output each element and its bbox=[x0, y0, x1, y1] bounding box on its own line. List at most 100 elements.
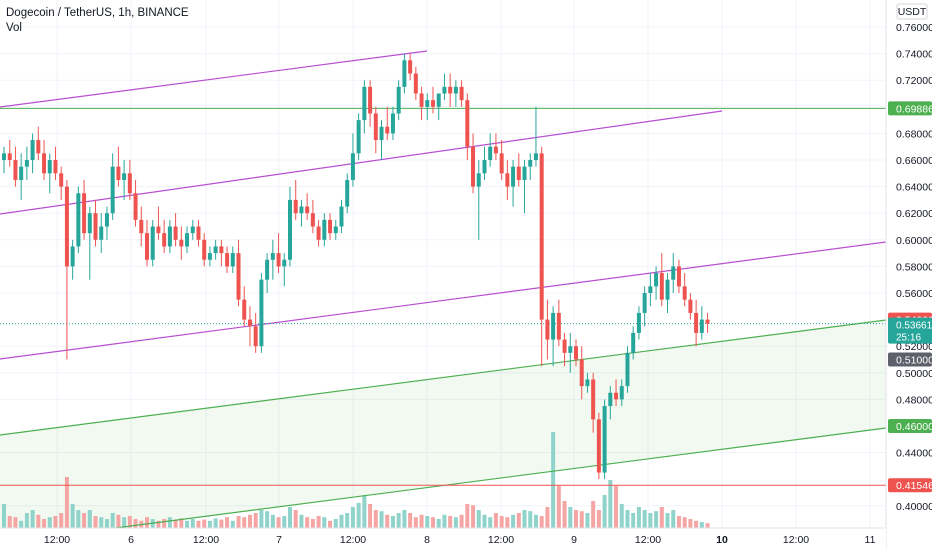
volume-bar bbox=[104, 519, 109, 528]
chart-legend: Dogecoin / TetherUS, 1h, BINANCE Vol bbox=[6, 6, 189, 36]
pivot-tag[interactable] bbox=[888, 352, 932, 367]
candle-body bbox=[133, 193, 138, 220]
price-tick: 0.60000 bbox=[896, 235, 932, 247]
candle-body bbox=[19, 166, 24, 180]
volume-bar bbox=[13, 517, 18, 528]
candle-body bbox=[568, 346, 573, 353]
volume-bar bbox=[390, 516, 395, 528]
volume-bar bbox=[522, 510, 527, 528]
time-axis-bg bbox=[0, 528, 886, 550]
volume-bar bbox=[293, 510, 298, 528]
volume-bar bbox=[499, 516, 504, 528]
candle-body bbox=[591, 379, 596, 420]
purple-channel-top[interactable] bbox=[0, 50, 428, 108]
support-tag[interactable] bbox=[888, 478, 932, 493]
candle-body bbox=[305, 206, 310, 214]
volume-label[interactable]: Vol bbox=[6, 22, 22, 34]
volume-bar bbox=[425, 516, 430, 528]
candle-body bbox=[230, 253, 235, 267]
candle-body bbox=[688, 299, 693, 313]
volume-bar bbox=[133, 519, 138, 528]
price-tick: 0.58000 bbox=[896, 261, 932, 273]
volume-bar bbox=[76, 510, 81, 528]
volume-bar bbox=[705, 523, 710, 528]
volume-bar bbox=[636, 507, 641, 528]
candle-body bbox=[236, 253, 241, 300]
last-price-tag[interactable] bbox=[888, 317, 932, 344]
candle-body bbox=[499, 153, 504, 174]
volume-bar bbox=[230, 520, 235, 528]
candle-body bbox=[145, 233, 149, 260]
candle-body bbox=[299, 206, 304, 214]
candle-body bbox=[516, 166, 521, 180]
candle-body bbox=[402, 60, 407, 87]
candle-body bbox=[339, 206, 344, 227]
candle-body bbox=[53, 160, 58, 174]
price-axis-bg bbox=[886, 0, 932, 550]
volume-bar bbox=[259, 510, 264, 528]
candle-body bbox=[654, 273, 659, 287]
candle-body bbox=[13, 160, 18, 180]
candle-body bbox=[225, 253, 230, 267]
volume-bar bbox=[328, 520, 333, 528]
currency-badge[interactable] bbox=[896, 3, 928, 20]
price-tick: 0.44000 bbox=[896, 448, 932, 460]
volume-bar bbox=[516, 513, 521, 528]
volume-bar bbox=[345, 513, 350, 528]
volume-bar bbox=[310, 519, 315, 528]
volume-bar bbox=[270, 514, 275, 528]
currency-label: USDT bbox=[898, 6, 927, 18]
candle-body bbox=[104, 213, 109, 227]
chart-grid bbox=[0, 0, 886, 528]
volume-bar bbox=[682, 517, 687, 528]
candle-body bbox=[190, 226, 195, 234]
purple-channel-mid[interactable] bbox=[0, 110, 723, 215]
volume-bar bbox=[574, 510, 578, 528]
volume-bar bbox=[110, 513, 115, 528]
volume-bar bbox=[631, 513, 636, 528]
volume-bar bbox=[93, 516, 98, 528]
volume-bar bbox=[545, 507, 550, 528]
symbol-title[interactable]: Dogecoin / TetherUS, 1h, BINANCE bbox=[6, 7, 189, 19]
candle-body bbox=[602, 406, 607, 473]
volume-bar bbox=[53, 516, 58, 528]
trend-lines[interactable] bbox=[0, 50, 887, 544]
volume-bar bbox=[648, 513, 653, 528]
volume-bar bbox=[322, 517, 327, 528]
volume-bar bbox=[282, 516, 287, 528]
volume-bar bbox=[431, 517, 435, 528]
resistance-tag[interactable] bbox=[888, 101, 932, 116]
volume-bar bbox=[162, 519, 167, 528]
candle-body bbox=[310, 213, 315, 227]
green-channel-top[interactable] bbox=[0, 319, 887, 436]
volume-bar bbox=[551, 432, 556, 528]
channel-fill bbox=[0, 320, 886, 543]
volume-bar bbox=[402, 510, 407, 528]
candle-body bbox=[545, 319, 550, 340]
volume-bar bbox=[2, 504, 6, 528]
volume-bar bbox=[619, 504, 624, 528]
volume-bar bbox=[373, 510, 378, 528]
candle-body bbox=[185, 233, 190, 247]
candle-body bbox=[207, 253, 212, 260]
candle-body bbox=[694, 312, 699, 333]
candle-body bbox=[219, 246, 224, 254]
volume-bar bbox=[585, 513, 590, 528]
volume-bar bbox=[213, 518, 218, 528]
candle-body bbox=[642, 293, 647, 313]
purple-channel-bottom[interactable] bbox=[0, 241, 887, 360]
candle-body bbox=[482, 160, 487, 174]
volume-bar bbox=[242, 517, 247, 528]
volume-bar bbox=[70, 504, 75, 528]
candle-body bbox=[493, 146, 498, 154]
time-axis[interactable]: 12:00 6 12:00 7 12:00 8 12:00 9 12:00 10 12:00 11 bbox=[0, 527, 886, 550]
price-tick: 0.74000 bbox=[896, 49, 932, 61]
time-tick: 12:00 bbox=[340, 534, 366, 546]
candle-body bbox=[316, 226, 321, 240]
volume-bar bbox=[625, 510, 630, 528]
volume-bar bbox=[190, 519, 195, 528]
candle-body bbox=[265, 259, 270, 280]
channel-low-tag[interactable] bbox=[888, 419, 932, 433]
price-axis[interactable]: USDT0.760000.740000.720000.700000.680000… bbox=[885, 0, 932, 550]
